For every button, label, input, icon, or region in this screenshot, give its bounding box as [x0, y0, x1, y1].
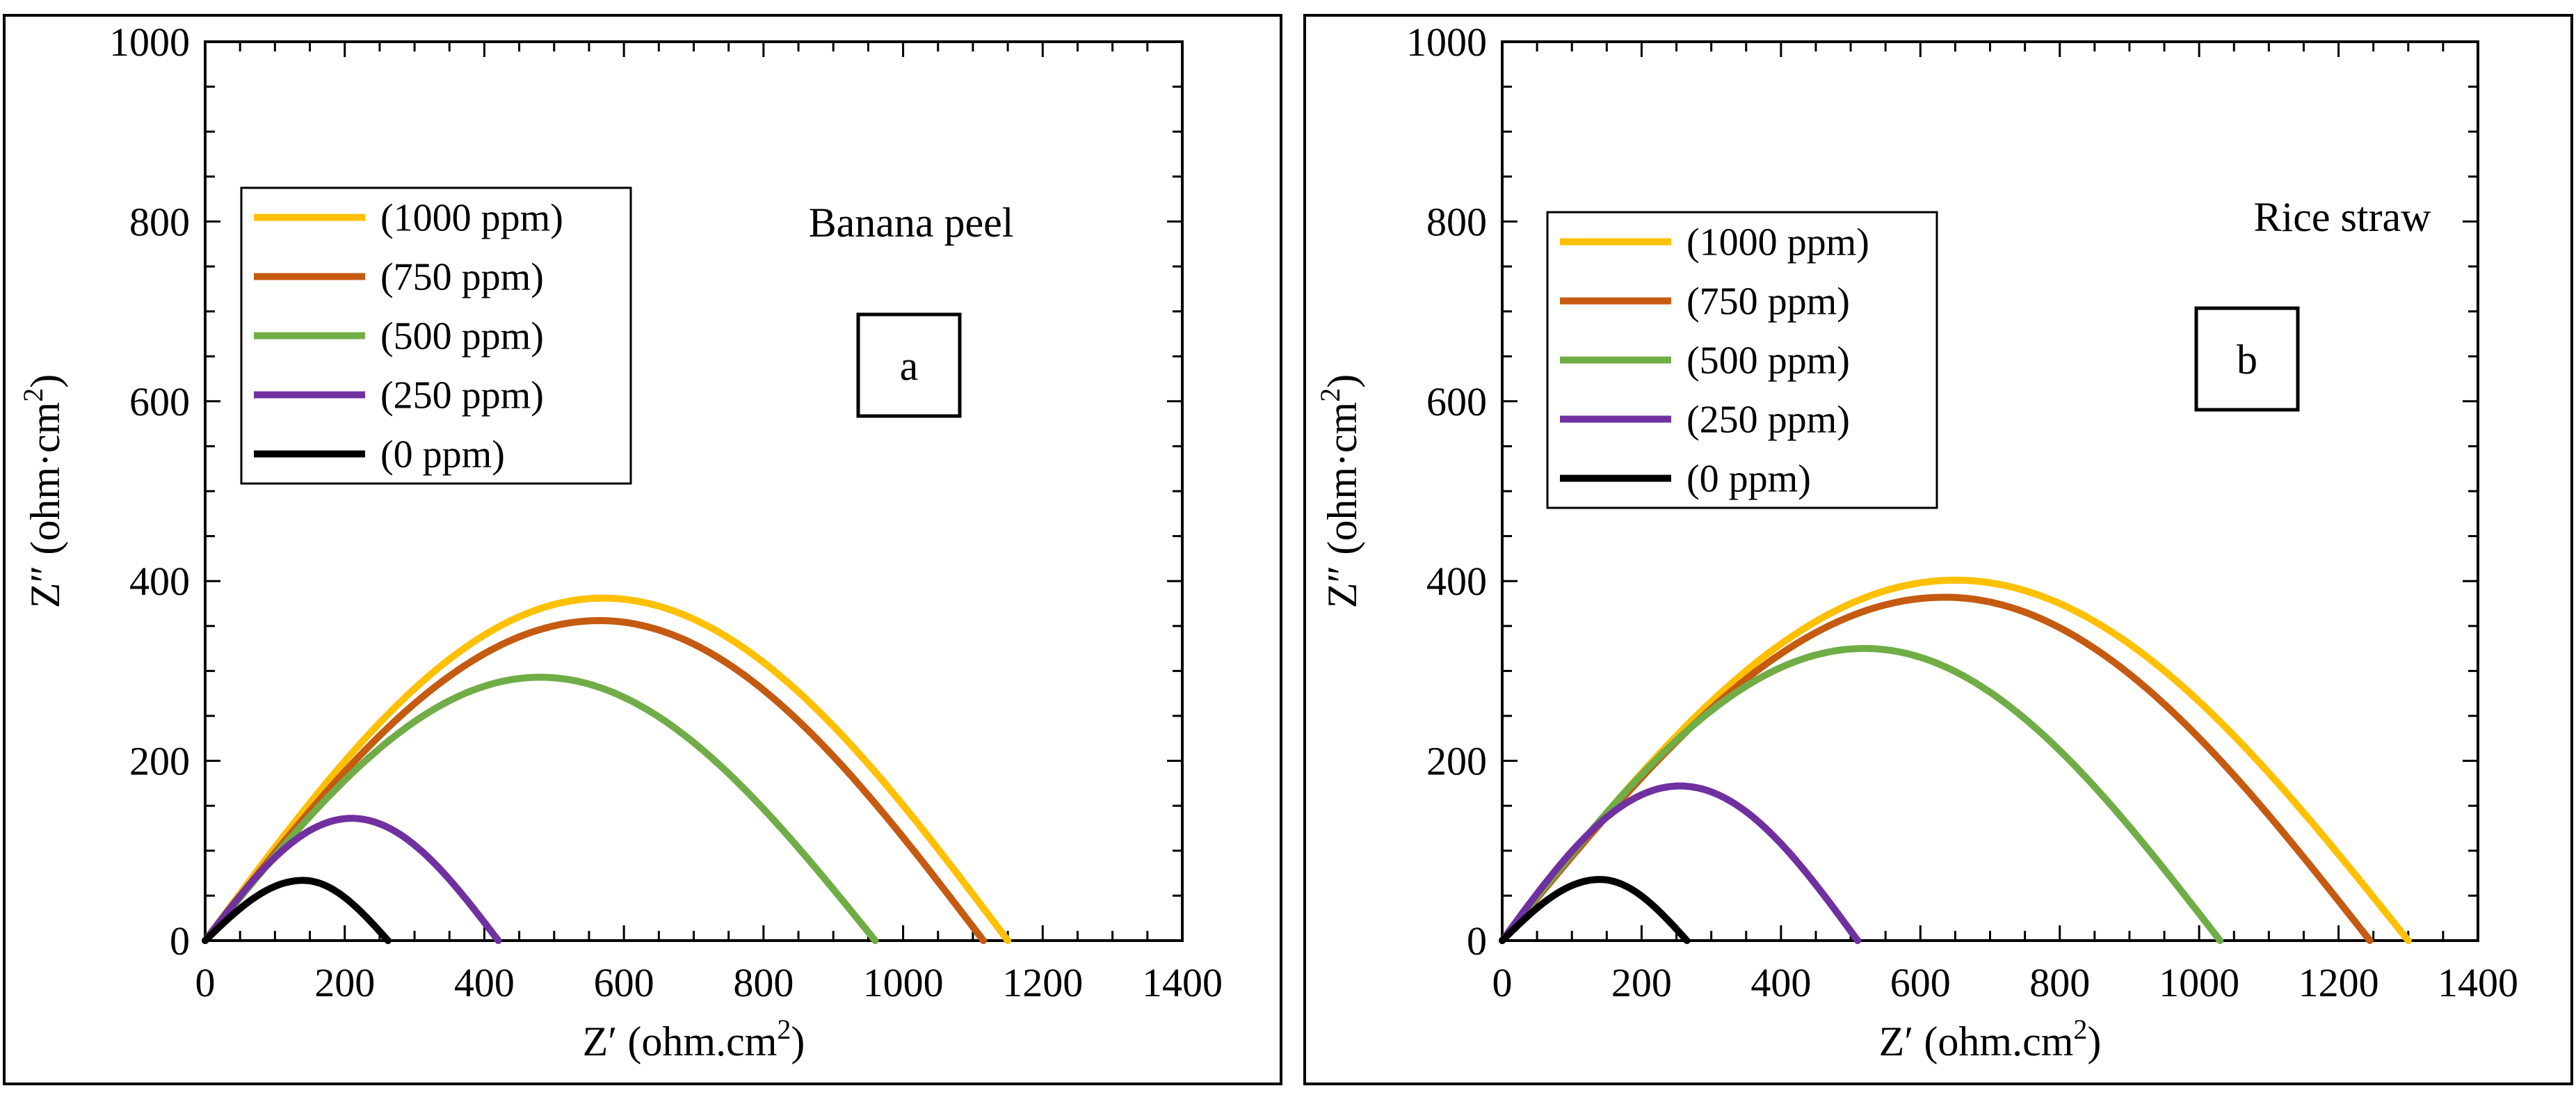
y-tick-label: 800	[1426, 199, 1487, 244]
legend-label: (250 ppm)	[1687, 399, 1850, 442]
y-tick-label: 400	[129, 559, 190, 604]
panel-frame	[3, 14, 1282, 1085]
x-tick-label: 200	[314, 960, 375, 1005]
y-tick-label: 200	[129, 739, 190, 784]
legend-label: (0 ppm)	[380, 433, 505, 477]
series-curve-4	[202, 877, 392, 944]
y-axis-title: Z″ (ohm·cm2)	[17, 374, 68, 609]
series-curve-0	[1499, 576, 2412, 944]
x-tick-label: 400	[454, 960, 515, 1005]
x-tick-label: 1400	[1142, 960, 1223, 1005]
y-tick-label: 600	[129, 379, 190, 424]
x-tick-label: 400	[1750, 960, 1811, 1005]
x-tick-label: 0	[1492, 960, 1513, 1005]
legend-label: (500 ppm)	[380, 315, 544, 358]
panel-label-box	[2194, 306, 2300, 412]
x-tick-label: 200	[1611, 960, 1672, 1005]
legend-label: (750 ppm)	[1687, 280, 1850, 324]
x-axis-title: Z′ (ohm.cm2)	[1879, 1014, 2102, 1064]
series-curve-3	[1499, 782, 1862, 944]
chart-subtitle: Banana peel	[809, 200, 1014, 246]
x-tick-label: 1000	[2159, 960, 2239, 1005]
y-tick-label: 200	[1426, 739, 1487, 784]
x-tick-label: 600	[1890, 960, 1951, 1005]
x-axis-title: Z′ (ohm.cm2)	[583, 1014, 805, 1064]
x-tick-label: 600	[594, 960, 654, 1005]
chart-panel-b: 0 200 400 600 800 1000 1200 1400 0 200 400 600 800 10…	[1303, 14, 2573, 1085]
y-tick-label: 1000	[109, 19, 190, 65]
y-tick-label: 0	[1467, 918, 1487, 964]
series-curve-1	[202, 617, 987, 944]
y-tick-label: 0	[170, 918, 190, 964]
x-tick-label: 1000	[863, 960, 944, 1005]
y-tick-label: 400	[1426, 559, 1487, 604]
y-tick-label: 600	[1426, 379, 1487, 424]
legend-label: (0 ppm)	[1687, 458, 1811, 501]
series-curve-2	[202, 673, 879, 944]
x-tick-label: 800	[733, 960, 794, 1005]
x-tick-label: 1400	[2438, 960, 2518, 1005]
chart-subtitle: Rice straw	[2254, 194, 2432, 240]
legend-label: (750 ppm)	[380, 256, 544, 299]
x-tick-label: 1200	[2299, 960, 2379, 1005]
panel-frame	[1303, 14, 2573, 1085]
series-curve-0	[202, 594, 1012, 944]
plot-area	[204, 40, 1184, 942]
legend-label: (250 ppm)	[380, 374, 544, 417]
legend-label: (1000 ppm)	[1687, 221, 1869, 264]
y-axis-title: Z″ (ohm·cm2)	[1314, 374, 1365, 609]
legend-label: (1000 ppm)	[380, 197, 563, 240]
y-tick-label: 1000	[1406, 19, 1487, 65]
panel-label-box	[856, 312, 962, 418]
x-tick-label: 800	[2029, 960, 2090, 1005]
chart-panel-a: 0 200 400 600 800 1000 1200 1400 0 200 400 600 800 10…	[3, 14, 1282, 1085]
y-tick-label: 800	[129, 199, 190, 244]
series-curve-2	[1499, 645, 2224, 944]
series-curve-3	[202, 815, 502, 944]
x-tick-label: 1200	[1002, 960, 1083, 1005]
x-tick-label: 0	[195, 960, 216, 1005]
panel-label: a	[900, 343, 919, 389]
panel-label: b	[2237, 337, 2257, 383]
series-curve-4	[1499, 876, 1691, 944]
legend-label: (500 ppm)	[1687, 340, 1850, 383]
